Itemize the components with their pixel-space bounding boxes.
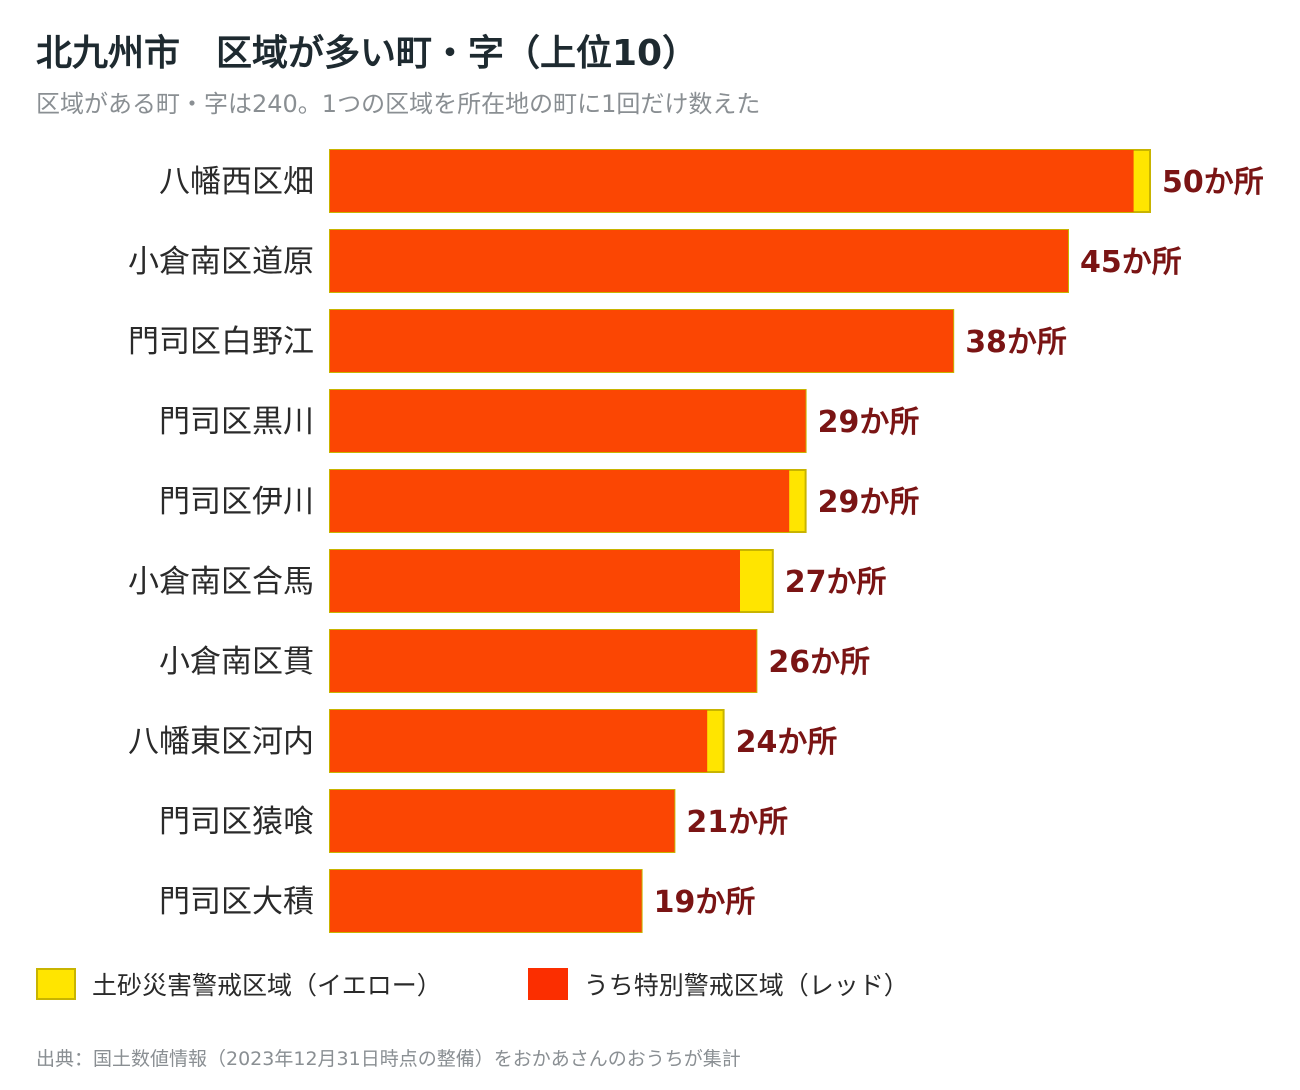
bar-red: [330, 790, 675, 852]
category-label: 門司区猿喰: [159, 804, 314, 840]
category-label: 小倉南区合馬: [128, 564, 314, 600]
value-label: 24か所: [736, 725, 838, 760]
value-label: 19か所: [654, 885, 756, 920]
category-label: 小倉南区道原: [128, 244, 314, 280]
value-label: 21か所: [686, 805, 788, 840]
category-label: 八幡西区畑: [159, 164, 314, 200]
legend-swatch-yellow: [36, 968, 76, 1000]
bar-red: [330, 870, 642, 932]
bar-red: [330, 470, 790, 532]
source-note: 出典：国土数値情報（2023年12月31日時点の整備）をおかあさんのおうちが集計: [36, 1048, 741, 1070]
value-label: 26か所: [768, 645, 870, 680]
bar-red: [330, 150, 1134, 212]
chart-subtitle: 区域がある町・字は240。1つの区域を所在地の町に1回だけ数えた: [36, 90, 761, 118]
chart-title: 北九州市 区域が多い町・字（上位10）: [36, 33, 699, 74]
category-label: 小倉南区貫: [159, 644, 314, 680]
bar-red: [330, 230, 1068, 292]
category-label: 門司区黒川: [159, 404, 314, 440]
value-label: 29か所: [818, 405, 920, 440]
value-label: 29か所: [818, 485, 920, 520]
legend-label-red: うち特別警戒区域（レッド）: [583, 971, 909, 1000]
bar-red: [330, 710, 708, 772]
category-label: 門司区白野江: [128, 324, 314, 360]
bar-red: [330, 310, 954, 372]
bar-red: [330, 550, 740, 612]
value-label: 27か所: [785, 565, 887, 600]
category-label: 門司区伊川: [159, 484, 314, 520]
category-label: 門司区大積: [159, 884, 314, 920]
bar-red: [330, 630, 757, 692]
legend: 土砂災害警戒区域（イエロー） うち特別警戒区域（レッド）: [36, 966, 995, 1002]
value-label: 50か所: [1162, 165, 1264, 200]
legend-label-yellow: 土砂災害警戒区域（イエロー）: [92, 971, 442, 1000]
category-label: 八幡東区河内: [128, 724, 314, 760]
legend-swatch-red: [527, 968, 568, 1000]
value-label: 38か所: [965, 325, 1067, 360]
legend-item-red: うち特別警戒区域（レッド）: [527, 966, 909, 1002]
bar-red: [330, 390, 806, 452]
value-label: 45か所: [1080, 245, 1182, 280]
legend-item-yellow: 土砂災害警戒区域（イエロー）: [36, 966, 442, 1002]
